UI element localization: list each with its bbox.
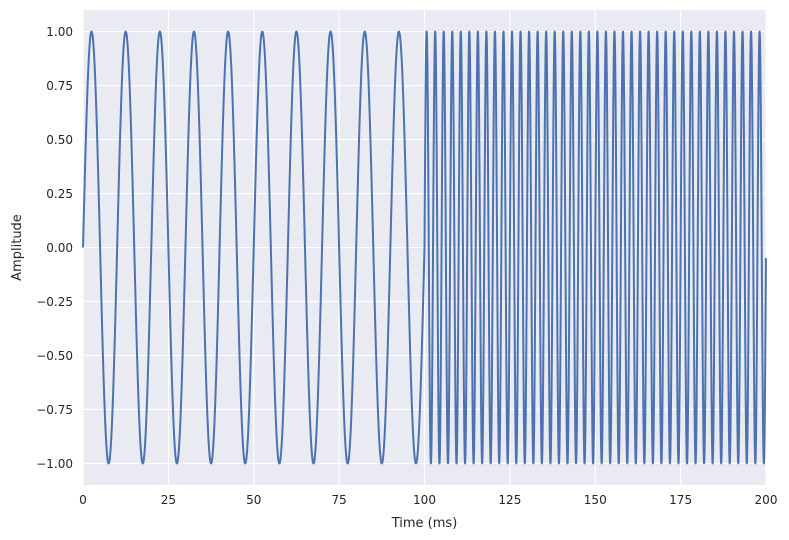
x-tick-label: 125 (498, 493, 521, 507)
x-tick-label: 75 (331, 493, 346, 507)
y-tick-label: −0.25 (36, 295, 73, 309)
x-tick-label: 200 (755, 493, 778, 507)
y-tick-label: 0.25 (46, 187, 73, 201)
x-tick-label: 175 (669, 493, 692, 507)
x-tick-label: 50 (246, 493, 261, 507)
y-tick-label: −1.00 (36, 457, 73, 471)
y-tick-label: 1.00 (46, 25, 73, 39)
y-tick-label: 0.00 (46, 241, 73, 255)
y-axis-label: Amplitude (10, 214, 25, 281)
y-tick-label: −0.50 (36, 349, 73, 363)
y-tick-label: 0.50 (46, 133, 73, 147)
x-tick-label: 100 (413, 493, 436, 507)
x-tick-label: 0 (79, 493, 87, 507)
x-axis-ticks: 0 25 50 75 100 125 150 175 200 (79, 493, 777, 507)
y-tick-label: 0.75 (46, 79, 73, 93)
y-axis-ticks: 1.00 0.75 0.50 0.25 0.00 −0.25 −0.50 −0.75 −1.00 (36, 25, 73, 471)
x-tick-label: 25 (161, 493, 176, 507)
x-axis-label: Time (ms) (391, 516, 458, 531)
signal-line (82, 30, 767, 465)
y-tick-label: −0.75 (36, 403, 73, 417)
x-tick-label: 150 (584, 493, 607, 507)
